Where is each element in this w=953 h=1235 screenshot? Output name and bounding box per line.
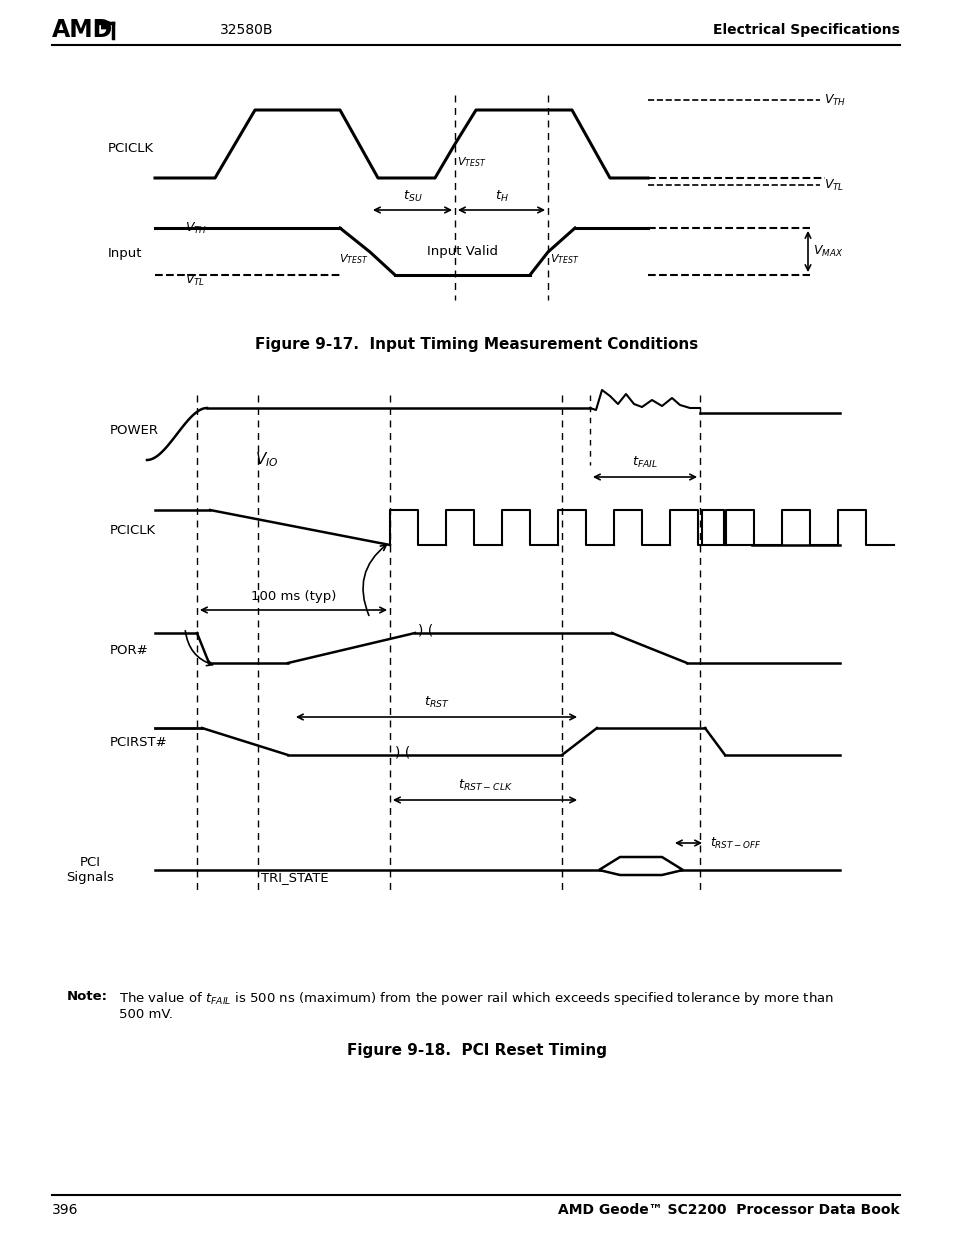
Text: $V_{TH}$: $V_{TH}$ — [185, 221, 207, 236]
Text: $V_{MAX}$: $V_{MAX}$ — [812, 245, 842, 259]
Text: Figure 9-18.  PCI Reset Timing: Figure 9-18. PCI Reset Timing — [347, 1042, 606, 1057]
Text: Input Valid: Input Valid — [427, 245, 497, 258]
Text: Input: Input — [108, 247, 142, 261]
Text: $t_{SU}$: $t_{SU}$ — [402, 189, 422, 204]
Text: ) (: ) ( — [417, 624, 433, 638]
Text: POWER: POWER — [110, 424, 159, 436]
Text: 500 mV.: 500 mV. — [119, 1008, 172, 1021]
Text: $t_{RST-OFF}$: $t_{RST-OFF}$ — [709, 835, 760, 851]
Text: $t_{RST-CLK}$: $t_{RST-CLK}$ — [457, 778, 512, 793]
Text: $V_{TL}$: $V_{TL}$ — [185, 273, 205, 288]
Text: AMD: AMD — [52, 19, 113, 42]
Text: $V_{TL}$: $V_{TL}$ — [823, 178, 843, 193]
Text: $t_{FAIL}$: $t_{FAIL}$ — [631, 454, 658, 471]
Text: Electrical Specifications: Electrical Specifications — [713, 23, 899, 37]
Polygon shape — [598, 857, 682, 876]
Text: POR#: POR# — [110, 643, 149, 657]
Text: The value of $t_{FAIL}$ is 500 ns (maximum) from the power rail which exceeds sp: The value of $t_{FAIL}$ is 500 ns (maxim… — [119, 990, 833, 1007]
Text: $V_{TEST}$: $V_{TEST}$ — [338, 252, 368, 266]
Text: PCI: PCI — [80, 856, 101, 868]
Text: $V_{TEST}$: $V_{TEST}$ — [456, 156, 486, 169]
Text: TRI_STATE: TRI_STATE — [261, 872, 329, 884]
Text: Note:: Note: — [67, 990, 108, 1003]
Text: PCIRST#: PCIRST# — [110, 736, 168, 750]
Text: ■: ■ — [100, 20, 111, 30]
Text: $V_{TH}$: $V_{TH}$ — [823, 93, 845, 107]
Text: $t_{RST}$: $t_{RST}$ — [423, 695, 449, 710]
Text: 32580B: 32580B — [220, 23, 274, 37]
Text: $V_{IO}$: $V_{IO}$ — [254, 451, 278, 469]
Text: AMD Geode™ SC2200  Processor Data Book: AMD Geode™ SC2200 Processor Data Book — [558, 1203, 899, 1216]
Text: $V_{TEST}$: $V_{TEST}$ — [550, 252, 578, 266]
Text: Figure 9-17.  Input Timing Measurement Conditions: Figure 9-17. Input Timing Measurement Co… — [255, 337, 698, 352]
Text: ) (: ) ( — [395, 745, 410, 760]
Text: 396: 396 — [52, 1203, 78, 1216]
Text: PCICLK: PCICLK — [108, 142, 154, 154]
Text: Signals: Signals — [66, 872, 113, 884]
Text: $t_H$: $t_H$ — [494, 189, 508, 204]
Text: 100 ms (typ): 100 ms (typ) — [251, 590, 335, 603]
Text: PCICLK: PCICLK — [110, 524, 156, 536]
